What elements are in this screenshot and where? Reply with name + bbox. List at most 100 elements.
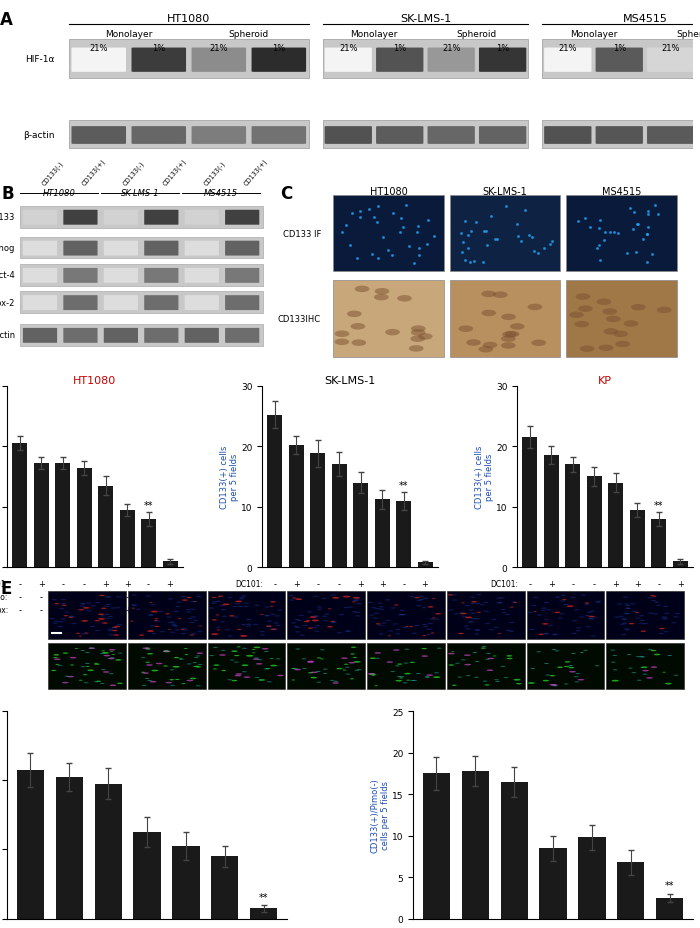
FancyBboxPatch shape bbox=[544, 127, 592, 145]
Bar bbox=[162, 561, 178, 568]
Bar bbox=[172, 846, 199, 919]
FancyBboxPatch shape bbox=[225, 211, 259, 226]
Text: HIF-1α: HIF-1α bbox=[25, 56, 55, 64]
Ellipse shape bbox=[586, 626, 591, 627]
Ellipse shape bbox=[595, 665, 599, 666]
Circle shape bbox=[606, 316, 621, 323]
Ellipse shape bbox=[470, 618, 476, 620]
Ellipse shape bbox=[531, 668, 536, 669]
Ellipse shape bbox=[101, 669, 106, 670]
Ellipse shape bbox=[434, 619, 440, 620]
Bar bbox=[630, 510, 645, 568]
FancyBboxPatch shape bbox=[376, 48, 424, 72]
Ellipse shape bbox=[409, 626, 413, 627]
Ellipse shape bbox=[470, 603, 475, 604]
Ellipse shape bbox=[379, 607, 384, 608]
Ellipse shape bbox=[356, 603, 362, 604]
Text: DC101:: DC101: bbox=[235, 580, 263, 588]
Text: -: - bbox=[83, 580, 85, 588]
Bar bbox=[267, 415, 282, 568]
Ellipse shape bbox=[564, 604, 568, 605]
Ellipse shape bbox=[142, 685, 147, 686]
Ellipse shape bbox=[382, 623, 387, 624]
Circle shape bbox=[501, 342, 516, 349]
Ellipse shape bbox=[665, 683, 672, 685]
Ellipse shape bbox=[170, 632, 176, 633]
Circle shape bbox=[482, 310, 496, 316]
Text: HT1080: HT1080 bbox=[167, 14, 211, 24]
Text: E: E bbox=[0, 579, 11, 598]
Bar bbox=[587, 477, 602, 568]
Ellipse shape bbox=[233, 617, 239, 618]
Bar bbox=[374, 500, 390, 568]
Ellipse shape bbox=[163, 665, 168, 667]
Ellipse shape bbox=[218, 596, 223, 598]
FancyBboxPatch shape bbox=[104, 211, 138, 226]
Text: Sox-2: Sox-2 bbox=[0, 298, 15, 307]
Text: -: - bbox=[550, 605, 553, 614]
Ellipse shape bbox=[552, 635, 556, 636]
Ellipse shape bbox=[169, 669, 174, 671]
Text: +: + bbox=[379, 580, 386, 588]
Ellipse shape bbox=[314, 616, 319, 618]
FancyBboxPatch shape bbox=[185, 241, 219, 256]
Ellipse shape bbox=[330, 621, 335, 623]
Ellipse shape bbox=[70, 616, 76, 618]
Ellipse shape bbox=[639, 656, 644, 657]
Ellipse shape bbox=[500, 610, 506, 611]
Bar bbox=[418, 563, 433, 568]
Ellipse shape bbox=[484, 611, 489, 612]
Text: +: + bbox=[634, 605, 640, 614]
Ellipse shape bbox=[621, 634, 626, 636]
Ellipse shape bbox=[243, 606, 248, 607]
Ellipse shape bbox=[410, 680, 415, 681]
Text: Spheroid: Spheroid bbox=[676, 30, 700, 38]
Ellipse shape bbox=[591, 636, 596, 637]
Ellipse shape bbox=[643, 674, 648, 675]
Text: +: + bbox=[677, 605, 684, 614]
Ellipse shape bbox=[345, 667, 350, 668]
Ellipse shape bbox=[428, 623, 433, 625]
Ellipse shape bbox=[151, 633, 157, 635]
Text: -: - bbox=[381, 592, 384, 601]
Ellipse shape bbox=[295, 599, 302, 600]
Ellipse shape bbox=[395, 680, 402, 682]
FancyBboxPatch shape bbox=[23, 329, 57, 343]
Text: CD133(+): CD133(+) bbox=[243, 158, 269, 187]
Ellipse shape bbox=[270, 614, 276, 615]
Ellipse shape bbox=[339, 614, 344, 615]
Ellipse shape bbox=[491, 619, 497, 621]
Ellipse shape bbox=[234, 662, 239, 663]
Ellipse shape bbox=[216, 630, 221, 631]
Ellipse shape bbox=[496, 598, 502, 599]
Ellipse shape bbox=[559, 600, 565, 602]
Ellipse shape bbox=[419, 599, 424, 600]
Circle shape bbox=[481, 291, 496, 298]
Ellipse shape bbox=[470, 612, 476, 614]
Ellipse shape bbox=[412, 633, 417, 634]
Text: 1%: 1% bbox=[496, 44, 510, 53]
Ellipse shape bbox=[500, 666, 505, 667]
Ellipse shape bbox=[553, 634, 559, 635]
Ellipse shape bbox=[584, 602, 589, 604]
Ellipse shape bbox=[369, 614, 375, 616]
Text: Monolayer: Monolayer bbox=[350, 30, 398, 38]
Ellipse shape bbox=[610, 650, 615, 651]
Ellipse shape bbox=[190, 601, 196, 602]
Ellipse shape bbox=[581, 595, 586, 596]
Ellipse shape bbox=[136, 609, 141, 611]
Ellipse shape bbox=[574, 610, 580, 611]
Ellipse shape bbox=[588, 618, 594, 619]
Ellipse shape bbox=[578, 679, 584, 681]
Ellipse shape bbox=[437, 648, 442, 649]
Ellipse shape bbox=[536, 651, 541, 652]
Ellipse shape bbox=[88, 670, 94, 671]
Ellipse shape bbox=[265, 615, 270, 616]
Ellipse shape bbox=[108, 616, 113, 617]
Ellipse shape bbox=[448, 653, 455, 655]
Ellipse shape bbox=[295, 632, 300, 633]
Ellipse shape bbox=[83, 675, 88, 676]
Text: +: + bbox=[379, 605, 386, 614]
Ellipse shape bbox=[304, 621, 309, 623]
Ellipse shape bbox=[141, 658, 146, 659]
